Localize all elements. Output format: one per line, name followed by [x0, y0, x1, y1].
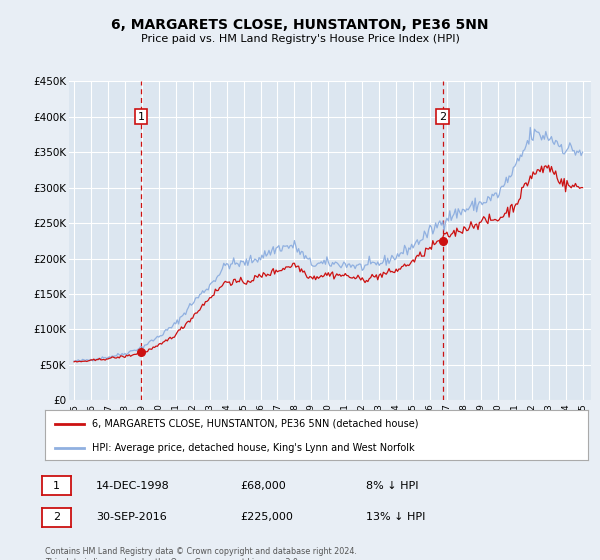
Text: Contains HM Land Registry data © Crown copyright and database right 2024.
This d: Contains HM Land Registry data © Crown c…: [45, 547, 357, 560]
Text: £68,000: £68,000: [240, 480, 286, 491]
Text: HPI: Average price, detached house, King's Lynn and West Norfolk: HPI: Average price, detached house, King…: [92, 443, 415, 452]
Text: 1: 1: [53, 480, 60, 491]
Text: 2: 2: [53, 512, 60, 522]
Text: 30-SEP-2016: 30-SEP-2016: [96, 512, 167, 522]
Text: Price paid vs. HM Land Registry's House Price Index (HPI): Price paid vs. HM Land Registry's House …: [140, 34, 460, 44]
Text: 8% ↓ HPI: 8% ↓ HPI: [366, 480, 419, 491]
Text: 6, MARGARETS CLOSE, HUNSTANTON, PE36 5NN: 6, MARGARETS CLOSE, HUNSTANTON, PE36 5NN: [111, 18, 489, 32]
Text: 13% ↓ HPI: 13% ↓ HPI: [366, 512, 425, 522]
Text: 14-DEC-1998: 14-DEC-1998: [96, 480, 170, 491]
Text: 2: 2: [439, 111, 446, 122]
Text: £225,000: £225,000: [240, 512, 293, 522]
Text: 6, MARGARETS CLOSE, HUNSTANTON, PE36 5NN (detached house): 6, MARGARETS CLOSE, HUNSTANTON, PE36 5NN…: [92, 418, 419, 428]
Text: 1: 1: [137, 111, 145, 122]
